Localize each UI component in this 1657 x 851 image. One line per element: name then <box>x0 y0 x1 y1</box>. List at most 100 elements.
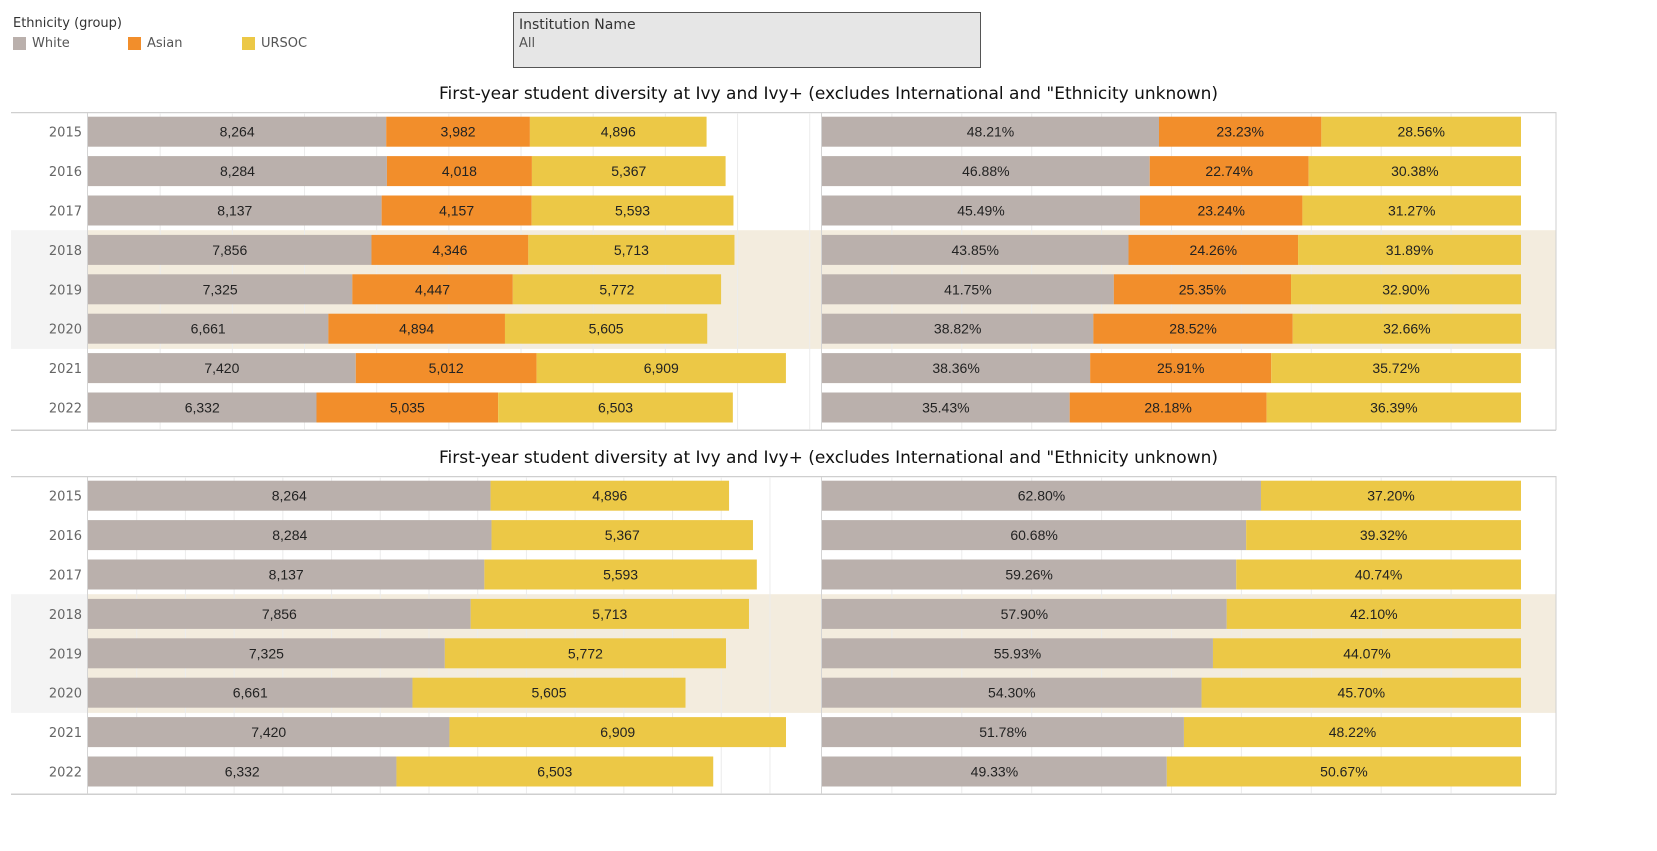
bar-segment-white[interactable] <box>822 116 1159 147</box>
bar-segment-asian[interactable] <box>1128 234 1299 265</box>
bar-label-ursoc: 36.39% <box>1370 400 1417 416</box>
bar-segment-ursoc[interactable] <box>1212 638 1521 669</box>
bar-segment-white[interactable] <box>88 638 445 669</box>
bar-segment-white[interactable] <box>88 756 397 787</box>
bar-segment-white[interactable] <box>822 598 1227 629</box>
bar-segment-asian[interactable] <box>1093 313 1293 344</box>
bar-segment-white[interactable] <box>822 156 1150 187</box>
bar-segment-ursoc[interactable] <box>531 156 726 187</box>
bar-segment-asian[interactable] <box>1149 156 1309 187</box>
bar-label-asian: 22.74% <box>1205 163 1252 179</box>
bar-segment-ursoc[interactable] <box>529 116 707 147</box>
bar-segment-white[interactable] <box>88 717 450 748</box>
bar-segment-ursoc[interactable] <box>1291 274 1521 305</box>
bar-segment-white[interactable] <box>88 677 413 708</box>
bar-segment-ursoc[interactable] <box>1201 677 1521 708</box>
bar-segment-asian[interactable] <box>1139 195 1303 226</box>
bar-segment-ursoc[interactable] <box>412 677 686 708</box>
bar-label-white: 7,856 <box>212 242 247 258</box>
bar-segment-ursoc[interactable] <box>1246 520 1521 551</box>
bar-label-asian: 24.26% <box>1190 242 1237 258</box>
bar-segment-asian[interactable] <box>1069 392 1267 423</box>
bar-label-ursoc: 5,593 <box>615 203 650 219</box>
bar-segment-white[interactable] <box>822 520 1247 551</box>
bar-segment-ursoc[interactable] <box>1271 353 1521 384</box>
bar-segment-white[interactable] <box>822 638 1213 669</box>
bar-segment-ursoc[interactable] <box>1183 717 1521 748</box>
bar-segment-asian[interactable] <box>371 234 529 265</box>
bar-label-ursoc: 6,909 <box>600 724 635 740</box>
bar-segment-white[interactable] <box>88 116 387 147</box>
bar-segment-white[interactable] <box>822 392 1070 423</box>
bar-segment-asian[interactable] <box>1158 116 1322 147</box>
bar-segment-white[interactable] <box>822 559 1237 590</box>
bar-segment-white[interactable] <box>88 195 382 226</box>
legend-item-asian[interactable]: Asian <box>128 36 182 51</box>
bar-segment-ursoc[interactable] <box>1298 234 1521 265</box>
bar-label-ursoc: 45.70% <box>1338 685 1385 701</box>
bar-segment-white[interactable] <box>88 156 387 187</box>
bar-segment-ursoc[interactable] <box>490 480 730 511</box>
bar-segment-white[interactable] <box>88 274 353 305</box>
bar-segment-white[interactable] <box>822 756 1167 787</box>
bar-segment-ursoc[interactable] <box>1321 116 1521 147</box>
bar-segment-ursoc[interactable] <box>536 353 786 384</box>
bar-segment-white[interactable] <box>822 195 1140 226</box>
bar-segment-asian[interactable] <box>1113 274 1292 305</box>
bar-segment-ursoc[interactable] <box>444 638 726 669</box>
bar-segment-asian[interactable] <box>381 195 532 226</box>
bar-segment-asian[interactable] <box>386 116 530 147</box>
bar-segment-asian[interactable] <box>352 274 513 305</box>
bar-segment-asian[interactable] <box>328 313 505 344</box>
filter-value[interactable]: All <box>519 36 536 51</box>
bar-segment-white[interactable] <box>822 717 1184 748</box>
bar-segment-asian[interactable] <box>316 392 499 423</box>
bar-segment-white[interactable] <box>88 313 329 344</box>
bar-segment-ursoc[interactable] <box>1260 480 1521 511</box>
bar-segment-white[interactable] <box>822 234 1129 265</box>
highlight-band-label <box>11 673 88 713</box>
bar-segment-ursoc[interactable] <box>449 717 786 748</box>
bar-segment-asian[interactable] <box>386 156 532 187</box>
bar-segment-ursoc[interactable] <box>504 313 708 344</box>
bar-label-asian: 25.91% <box>1157 360 1204 376</box>
bar-segment-ursoc[interactable] <box>512 274 722 305</box>
bar-segment-ursoc[interactable] <box>1236 559 1521 590</box>
bar-segment-white[interactable] <box>88 520 492 551</box>
bar-segment-white[interactable] <box>88 353 356 384</box>
institution-name-filter[interactable]: Institution Name All <box>513 12 981 68</box>
bar-segment-ursoc[interactable] <box>396 756 714 787</box>
bar-label-ursoc: 4,896 <box>592 488 627 504</box>
bar-segment-ursoc[interactable] <box>531 195 734 226</box>
bar-segment-white[interactable] <box>88 392 317 423</box>
bar-segment-ursoc[interactable] <box>1292 313 1521 344</box>
bar-segment-ursoc[interactable] <box>528 234 735 265</box>
chart-title-top: First-year student diversity at Ivy and … <box>438 84 1219 104</box>
bar-segment-ursoc[interactable] <box>1226 598 1521 629</box>
legend-item-ursoc[interactable]: URSOC <box>242 36 307 51</box>
bar-segment-white[interactable] <box>88 480 491 511</box>
bar-segment-asian[interactable] <box>1090 353 1272 384</box>
bar-segment-ursoc[interactable] <box>491 520 753 551</box>
bar-segment-white[interactable] <box>822 274 1114 305</box>
bar-segment-ursoc[interactable] <box>1308 156 1521 187</box>
bar-segment-ursoc[interactable] <box>484 559 757 590</box>
chart-title-bottom: First-year student diversity at Ivy and … <box>438 448 1219 468</box>
bar-segment-white[interactable] <box>822 313 1094 344</box>
legend-item-white[interactable]: White <box>13 36 70 51</box>
bar-segment-white[interactable] <box>822 353 1091 384</box>
bar-segment-asian[interactable] <box>355 353 537 384</box>
year-label: 2021 <box>49 362 82 377</box>
bar-segment-ursoc[interactable] <box>1266 392 1521 423</box>
bar-segment-ursoc[interactable] <box>498 392 733 423</box>
bar-segment-ursoc[interactable] <box>1166 756 1521 787</box>
bar-segment-white[interactable] <box>88 234 372 265</box>
bar-segment-ursoc[interactable] <box>1302 195 1521 226</box>
bar-segment-white[interactable] <box>822 677 1202 708</box>
bar-segment-ursoc[interactable] <box>470 598 749 629</box>
year-label: 2015 <box>49 490 82 505</box>
bar-segment-white[interactable] <box>822 480 1261 511</box>
bar-segment-white[interactable] <box>88 598 471 629</box>
bar-label-white: 7,420 <box>251 724 286 740</box>
bar-segment-white[interactable] <box>88 559 485 590</box>
